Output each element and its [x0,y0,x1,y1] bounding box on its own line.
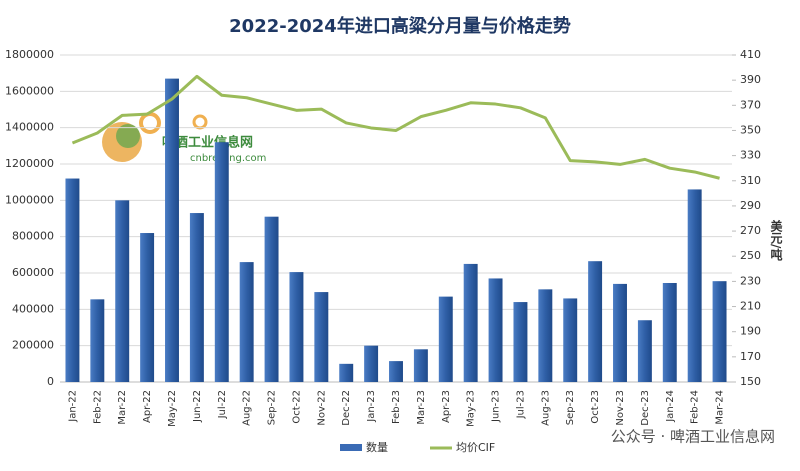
x-tick-label: Jan-23 [366,390,377,423]
y-tick-label: 1800000 [5,48,54,61]
x-tick-label: Aug-23 [540,390,551,426]
y-tick-label: 1400000 [5,121,54,134]
y2-tick-label: 310 [740,174,761,187]
x-tick-label: Mar-24 [715,390,726,425]
bar [140,233,155,382]
y-tick-label: 800000 [12,230,54,243]
bar [538,289,553,382]
y-tick-label: 1600000 [5,84,54,97]
y2-tick-label: 170 [740,350,761,363]
y2-tick-label: 190 [740,325,761,338]
x-tick-label: Dec-22 [341,390,352,426]
bar [214,142,229,382]
bar [463,263,478,382]
x-tick-label: Oct-23 [590,390,601,424]
x-tick-label: Sep-23 [565,390,576,425]
bar [90,299,105,382]
chart-title: 2022-2024年进口高粱分月量与价格走势 [229,15,571,37]
bar [662,282,677,382]
bar [364,345,379,382]
bar [189,213,204,382]
y2-tick-label: 210 [740,300,761,313]
x-tick-label: Apr-23 [441,390,452,423]
legend-label: 数量 [366,441,388,454]
bar [513,302,528,382]
x-tick-label: Feb-23 [391,390,402,424]
x-tick-label: Apr-22 [142,390,153,423]
bar [413,349,428,382]
y-tick-label: 200000 [12,339,54,352]
x-tick-label: May-22 [167,390,178,427]
bar [488,278,503,382]
y2-tick-label: 150 [740,375,761,388]
legend-label: 均价CIF [456,441,495,454]
y-tick-label: 0 [47,375,54,388]
y2-tick-label: 290 [740,199,761,212]
y-tick-label: 1200000 [5,157,54,170]
x-tick-label: Dec-23 [640,390,651,426]
legend-swatch [340,444,362,451]
x-tick-label: Jun-22 [192,390,203,423]
x-tick-label: Sep-22 [267,390,278,425]
x-tick-label: Mar-22 [117,390,128,425]
x-tick-label: Feb-24 [690,390,701,424]
x-tick-label: Oct-22 [291,390,302,424]
y2-tick-label: 390 [740,73,761,86]
bar [239,262,254,382]
y2-tick-label: 230 [740,274,761,287]
x-tick-label: Jun-23 [491,390,502,423]
x-tick-label: Jul-22 [217,390,228,419]
bar [314,292,329,382]
x-tick-label: Jan-22 [67,390,78,423]
line [71,74,720,180]
x-tick-label: May-23 [466,390,477,427]
y-tick-label: 1000000 [5,193,54,206]
y2-tick-label: 410 [740,48,761,61]
x-tick-label: Mar-23 [416,390,427,425]
y2-tick-label: 330 [740,149,761,162]
y2-tick-label: 370 [740,98,761,111]
source-note: 公众号 · 啤酒工业信息网 [611,428,775,446]
x-tick-label: Aug-22 [242,390,253,426]
bar [389,361,403,382]
y2-tick-label: 270 [740,224,761,237]
y-tick-label: 600000 [12,266,54,279]
bar [339,363,354,382]
bar [289,272,304,382]
x-tick-label: Feb-22 [92,390,103,424]
bar [588,261,603,382]
bar [165,78,179,382]
x-tick-label: Nov-23 [615,390,626,426]
y-tick-label: 400000 [12,302,54,315]
bar [712,281,727,382]
watermark-text: 啤酒工业信息网 [162,135,253,151]
bar [563,298,578,382]
bar [438,296,453,382]
x-tick-label: Jan-24 [665,390,676,423]
y2-tick-label: 250 [740,249,761,262]
x-tick-label: Jul-23 [515,390,526,419]
y2-axis-label: 美元/吨 [769,219,783,261]
x-tick-label: Nov-22 [316,390,327,426]
bar [264,216,279,382]
bar [637,320,652,382]
y2-tick-label: 350 [740,123,761,136]
bar [613,283,627,382]
bar [115,200,130,382]
bar [65,178,80,382]
bar [687,189,702,382]
